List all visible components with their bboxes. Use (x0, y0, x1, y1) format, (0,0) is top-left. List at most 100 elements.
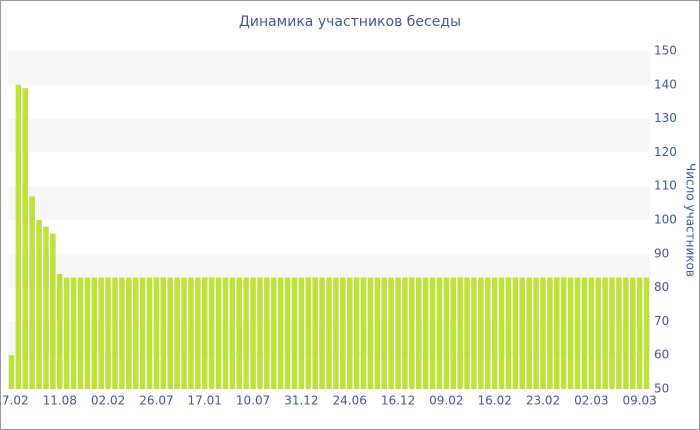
bar (574, 277, 581, 389)
bar (63, 277, 70, 389)
bar (257, 277, 263, 389)
x-tick-label: 16.12 (381, 394, 415, 408)
bar (84, 277, 91, 389)
bar (457, 277, 463, 389)
bar (153, 277, 160, 389)
bar (643, 277, 650, 389)
bar (160, 277, 167, 389)
bar (188, 277, 194, 389)
bar (623, 277, 629, 389)
bar (402, 277, 408, 389)
bar (77, 277, 84, 389)
bar (312, 277, 318, 389)
x-tick-label: 26.07 (139, 394, 173, 408)
bar (8, 355, 15, 389)
y-tick-label: 140 (654, 77, 677, 91)
x-tick-label: 02.03 (574, 394, 608, 408)
bar (333, 277, 339, 389)
bar (346, 277, 353, 389)
bar (305, 277, 312, 389)
x-tick-label: 31.12 (284, 394, 318, 408)
bar (381, 277, 387, 389)
bar (291, 277, 298, 389)
y-tick-label: 100 (654, 213, 677, 227)
bar (174, 277, 180, 389)
y-tick-label: 80 (654, 280, 669, 294)
bar (298, 277, 305, 389)
bar (126, 277, 132, 389)
bar (533, 277, 539, 389)
bar (505, 277, 512, 389)
bar (229, 277, 236, 389)
bar (264, 277, 270, 389)
bar (374, 277, 381, 389)
bar (236, 277, 243, 389)
bar (526, 277, 532, 389)
grid-band (8, 186, 650, 220)
y-tick-label: 110 (654, 179, 677, 193)
bar (319, 277, 325, 389)
grid-band (8, 51, 650, 85)
bar (388, 277, 394, 389)
bar (512, 277, 519, 389)
bar (70, 277, 77, 389)
bar (271, 277, 277, 389)
bar (471, 277, 477, 389)
bar (57, 274, 63, 389)
bar (436, 277, 443, 389)
bar (519, 277, 526, 389)
bar (464, 277, 470, 389)
bar (132, 277, 139, 389)
bar (429, 277, 436, 389)
bar (243, 277, 249, 389)
bar (29, 196, 35, 389)
y-tick-label: 70 (654, 314, 669, 328)
bar (588, 277, 595, 389)
bar (250, 277, 256, 389)
bar (485, 277, 491, 389)
bar (181, 277, 187, 389)
bar (415, 277, 422, 389)
bar (284, 277, 291, 389)
x-tick-label: 17.01 (188, 394, 222, 408)
x-tick-label: 10.07 (236, 394, 270, 408)
bar (360, 277, 367, 389)
bar (602, 277, 608, 389)
x-tick-label: 09.02 (429, 394, 463, 408)
x-tick-label: 17.02 (0, 394, 29, 408)
x-tick-label: 24.06 (333, 394, 367, 408)
bar (146, 277, 153, 389)
bar (367, 277, 374, 389)
bar (36, 220, 42, 389)
bar (277, 277, 284, 389)
bar (540, 277, 546, 389)
bar (353, 277, 360, 389)
bar (498, 277, 505, 389)
bar (50, 233, 56, 389)
chart-title: Динамика участников беседы (239, 14, 461, 30)
bar (547, 277, 553, 389)
y-tick-label: 120 (654, 145, 677, 159)
bar (112, 277, 118, 389)
bar (201, 277, 208, 389)
x-tick-label: 09.03 (622, 394, 656, 408)
bar (340, 277, 346, 389)
y-tick-label: 50 (654, 382, 669, 396)
y-tick-label: 130 (654, 111, 677, 125)
bar (15, 84, 22, 390)
bar (222, 277, 229, 389)
bar (609, 277, 615, 389)
x-tick-label: 11.08 (43, 394, 77, 408)
bar (215, 277, 222, 389)
bar (636, 277, 643, 389)
bar (409, 277, 415, 389)
bar (567, 277, 574, 389)
bar (167, 277, 173, 389)
bar (581, 277, 588, 389)
y-tick-label: 150 (654, 44, 677, 58)
bar (629, 277, 636, 389)
bar (98, 277, 104, 389)
grid-band (8, 118, 650, 153)
bar (139, 277, 146, 389)
